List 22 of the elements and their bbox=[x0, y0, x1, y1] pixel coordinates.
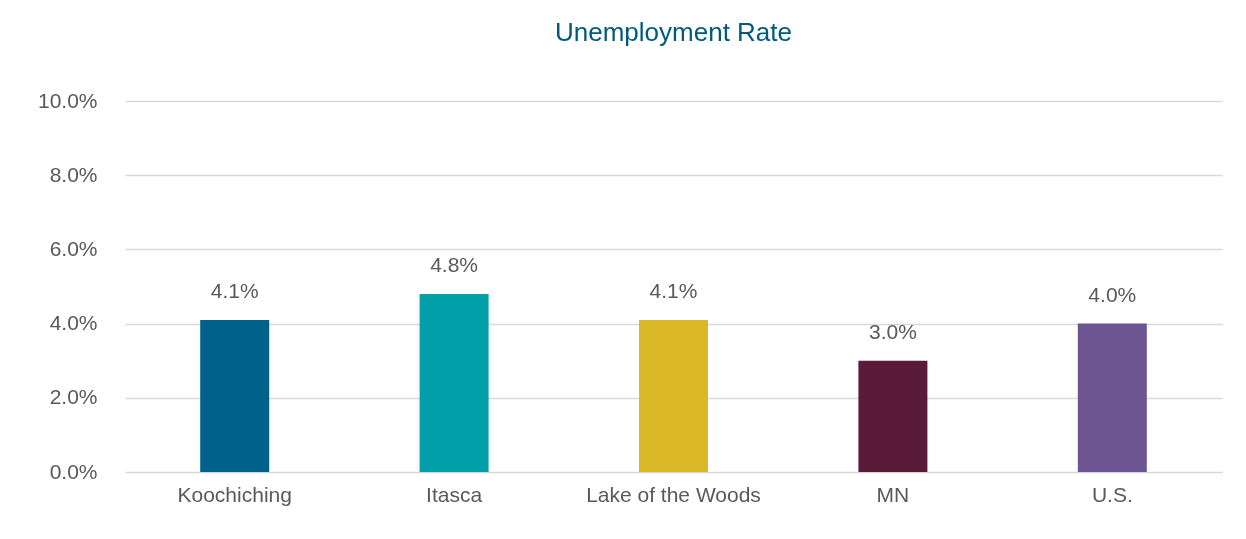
x-tick-label: Koochiching bbox=[177, 482, 292, 506]
bar bbox=[419, 293, 489, 472]
y-tick-label: 8.0% bbox=[49, 162, 98, 186]
data-label: 4.1% bbox=[649, 278, 698, 302]
x-tick-label: Itasca bbox=[426, 482, 483, 506]
y-tick-label: 4.0% bbox=[49, 311, 98, 335]
y-tick-label: 10.0% bbox=[37, 88, 98, 112]
bar bbox=[1077, 323, 1147, 472]
x-tick-label: MN bbox=[876, 482, 910, 506]
y-tick-label: 0.0% bbox=[49, 459, 98, 483]
data-label: 4.0% bbox=[1088, 282, 1137, 306]
bar bbox=[200, 319, 270, 472]
y-tick-label: 6.0% bbox=[49, 236, 98, 260]
bar bbox=[858, 360, 928, 472]
x-tick-label: U.S. bbox=[1091, 482, 1133, 506]
bar bbox=[639, 319, 708, 472]
chart-title: Unemployment Rate bbox=[555, 17, 792, 47]
y-tick-label: 2.0% bbox=[49, 385, 98, 409]
data-label: 4.8% bbox=[430, 252, 479, 276]
data-label: 4.1% bbox=[210, 278, 259, 302]
data-label: 3.0% bbox=[868, 319, 917, 343]
x-tick-label: Lake of the Woods bbox=[586, 482, 761, 506]
